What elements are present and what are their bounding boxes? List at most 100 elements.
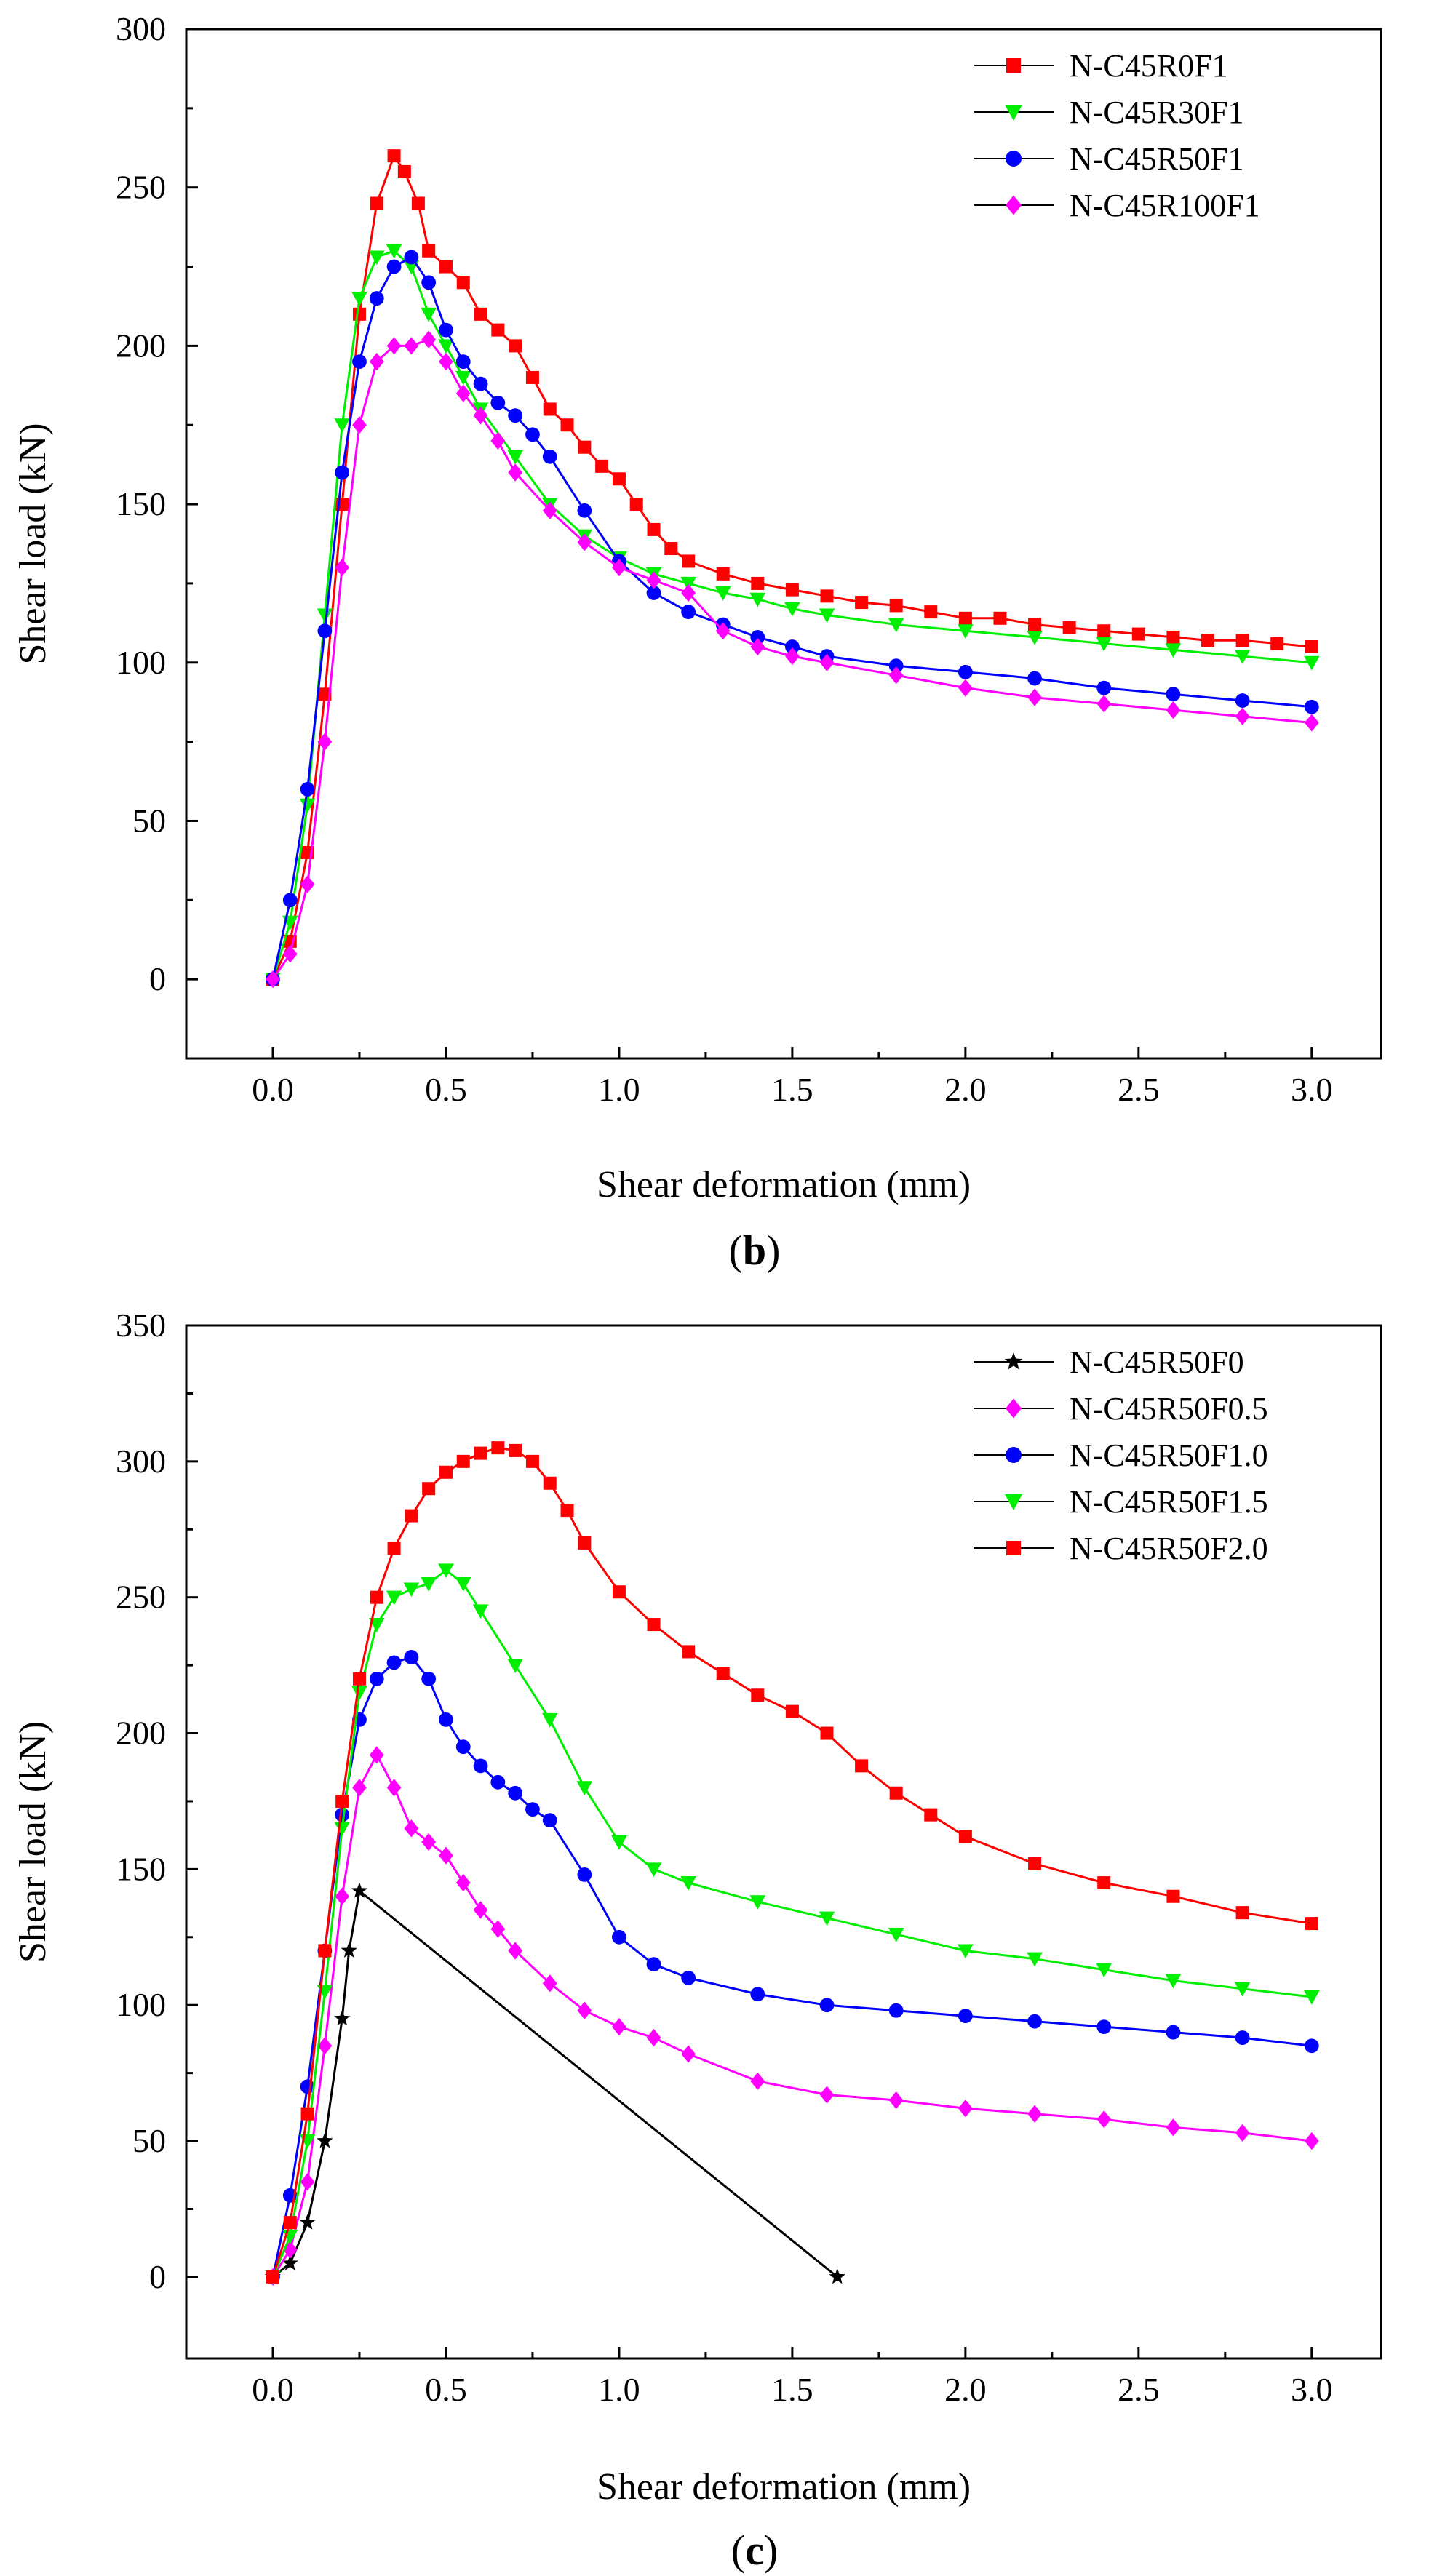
data-point xyxy=(889,599,903,613)
data-point xyxy=(368,250,385,266)
x-tick-label: 0.5 xyxy=(425,2371,467,2408)
y-axis-label: Shear load (kN) xyxy=(12,423,54,664)
data-point xyxy=(472,1604,489,1619)
data-point xyxy=(715,622,731,640)
data-point xyxy=(958,664,973,679)
data-point xyxy=(784,602,800,617)
data-point xyxy=(542,449,557,464)
data-point xyxy=(888,1928,904,1942)
data-point xyxy=(352,416,367,434)
data-point xyxy=(612,1585,626,1599)
series-line xyxy=(271,250,1312,980)
data-point xyxy=(1304,2132,1319,2150)
data-point xyxy=(1235,634,1249,647)
data-point xyxy=(318,1944,332,1958)
legend-marker xyxy=(1006,151,1022,167)
data-point xyxy=(714,586,731,601)
data-point xyxy=(750,1987,765,2002)
x-tick-label: 1.5 xyxy=(771,1071,813,1108)
data-point xyxy=(680,576,696,591)
series-N-C45R50F2.0 xyxy=(266,1441,1318,2284)
data-point xyxy=(958,2009,973,2024)
data-point xyxy=(456,1454,470,1468)
data-point xyxy=(335,1794,349,1808)
data-point xyxy=(438,1563,454,1579)
data-point xyxy=(405,1509,418,1523)
data-point xyxy=(509,339,522,353)
x-tick-label: 1.0 xyxy=(598,1071,640,1108)
data-point xyxy=(317,623,333,639)
data-point xyxy=(508,1785,523,1801)
y-tick-label: 200 xyxy=(116,1715,166,1752)
data-point xyxy=(352,1779,367,1797)
data-point xyxy=(439,322,453,338)
data-point xyxy=(612,2017,626,2036)
y-tick-label: 100 xyxy=(116,644,166,681)
data-point xyxy=(387,1542,401,1555)
data-point xyxy=(681,1970,696,1985)
data-point xyxy=(404,337,419,355)
y-tick-label: 200 xyxy=(116,327,166,364)
data-point xyxy=(1304,714,1319,732)
data-point xyxy=(334,1822,350,1837)
legend-marker xyxy=(1006,195,1022,215)
data-point xyxy=(1305,1917,1318,1931)
data-point xyxy=(543,1476,557,1490)
data-point xyxy=(750,637,765,656)
data-point xyxy=(750,630,765,645)
data-point xyxy=(612,1929,626,1945)
data-point xyxy=(369,291,384,306)
series-line xyxy=(271,1446,1313,2278)
data-point xyxy=(784,639,800,654)
series-N-C45R100F1 xyxy=(266,330,1319,989)
legend-label: N-C45R30F1 xyxy=(1070,95,1244,130)
data-point xyxy=(629,498,643,511)
x-axis-label: Shear deformation (mm) xyxy=(597,1164,971,1205)
data-point xyxy=(455,1739,471,1755)
data-point xyxy=(577,1867,592,1882)
data-point xyxy=(334,418,350,434)
data-point xyxy=(490,1920,506,1938)
data-point xyxy=(1166,2118,1181,2137)
x-tick-label: 0.0 xyxy=(252,1071,294,1108)
data-point xyxy=(958,679,973,697)
x-tick-label: 3.0 xyxy=(1291,2371,1333,2408)
y-tick-label: 0 xyxy=(149,960,166,997)
legend-marker xyxy=(1006,58,1021,73)
y-tick-label: 100 xyxy=(116,1986,166,2023)
data-point xyxy=(300,2107,314,2121)
data-point xyxy=(1097,624,1111,638)
data-point xyxy=(646,586,661,600)
data-point xyxy=(829,2268,845,2284)
data-point xyxy=(578,1536,592,1550)
x-tick-label: 1.0 xyxy=(598,2371,640,2408)
data-point xyxy=(1235,2030,1250,2045)
x-tick-label: 2.5 xyxy=(1118,2371,1160,2408)
data-point xyxy=(370,196,383,210)
data-point xyxy=(1096,680,1112,695)
data-point xyxy=(1096,695,1112,713)
data-point xyxy=(490,395,506,410)
data-point xyxy=(351,1882,368,1898)
data-point xyxy=(474,1446,487,1460)
data-point xyxy=(647,1618,661,1632)
data-point xyxy=(455,354,471,370)
data-point xyxy=(1270,637,1284,650)
data-point xyxy=(1027,630,1043,645)
data-point xyxy=(508,1942,523,1960)
data-point xyxy=(456,276,470,290)
legend-marker xyxy=(1006,1541,1021,1555)
data-point xyxy=(439,1846,453,1865)
legend: N-C45R0F1 N-C45R30F1 N-C45R50F1 N-C45R100F1 xyxy=(974,48,1260,223)
data-point xyxy=(1235,1906,1249,1920)
data-point xyxy=(576,1781,593,1796)
data-point xyxy=(525,370,539,384)
data-point xyxy=(855,1759,869,1773)
data-point xyxy=(421,275,437,290)
data-point xyxy=(749,592,766,607)
data-point xyxy=(473,1901,488,1919)
data-point xyxy=(681,2045,696,2063)
data-point xyxy=(317,2037,333,2055)
data-point xyxy=(335,465,350,480)
